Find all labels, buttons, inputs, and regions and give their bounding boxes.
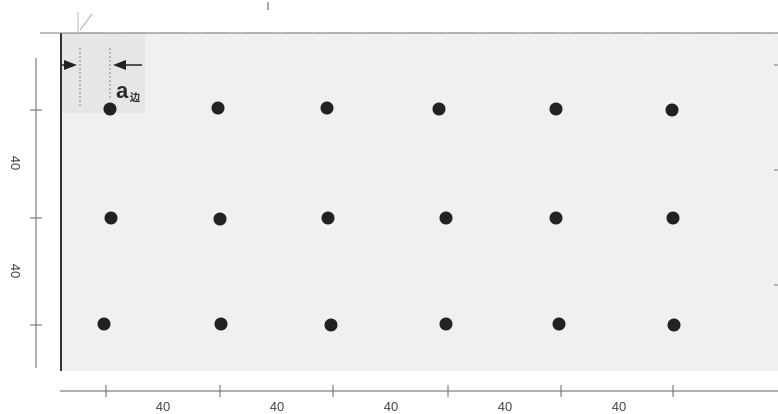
rebar-dot (104, 211, 118, 225)
vertical-dimension-label-1: 40 (8, 156, 23, 170)
rebar-dot (549, 102, 563, 116)
rebar-dot (549, 211, 563, 225)
rebar-dot (666, 211, 680, 225)
horizontal-dimension-label-4: 40 (498, 399, 512, 414)
corner-hatch (79, 13, 93, 31)
edge-marker-arrow-right (113, 60, 126, 70)
rebar-dot-grid (97, 101, 681, 332)
edge-zone-highlight (61, 33, 145, 113)
rebar-dot (213, 212, 227, 226)
rebar-dot (97, 317, 111, 331)
edge-marker-label: a (116, 78, 129, 103)
slab-panel (61, 33, 778, 371)
rebar-dot (665, 103, 679, 117)
rebar-dot (439, 317, 453, 331)
rebar-dot (320, 101, 334, 115)
horizontal-dimension-label-3: 40 (384, 399, 398, 414)
rebar-dot (214, 317, 228, 331)
horizontal-dimension-label-1: 40 (156, 399, 170, 414)
vertical-dimension-label-2: 40 (8, 264, 23, 278)
rebar-dot (321, 211, 335, 225)
rebar-dot (432, 102, 446, 116)
rebar-dot (324, 318, 338, 332)
horizontal-dimension-label-2: 40 (270, 399, 284, 414)
rebar-dot (667, 318, 681, 332)
edge-marker-subscript: 边 (129, 91, 141, 104)
rebar-dot (211, 101, 225, 115)
rebar-dot (439, 211, 453, 225)
rebar-dot (552, 317, 566, 331)
rebar-dot (103, 102, 117, 116)
edge-marker-arrow-left (64, 60, 77, 70)
horizontal-dimension-label-5: 40 (612, 399, 626, 414)
